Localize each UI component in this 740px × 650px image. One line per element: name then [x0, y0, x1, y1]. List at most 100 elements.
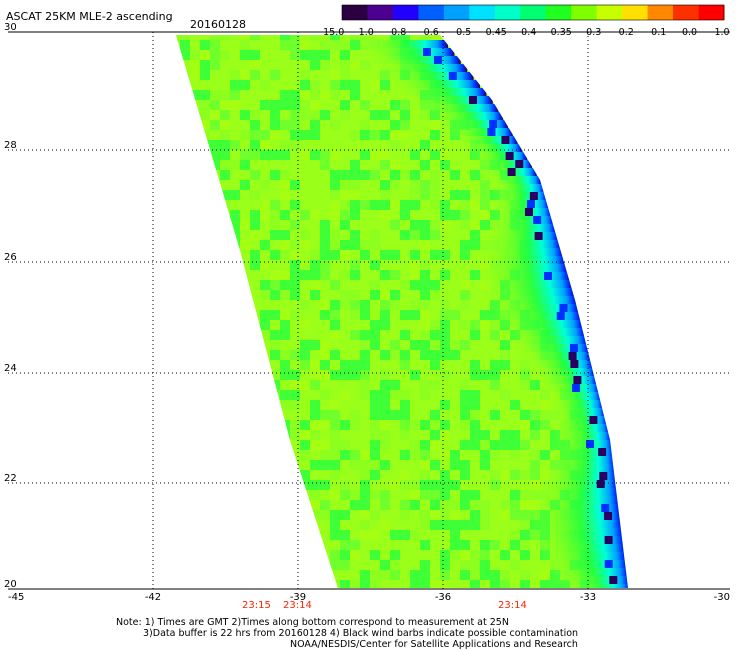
swath-cell — [400, 530, 410, 540]
swath-cell — [370, 250, 380, 260]
swath-cell — [520, 40, 530, 50]
swath-cell — [370, 170, 380, 180]
swath-cell — [460, 400, 470, 410]
swath-cell — [430, 390, 440, 400]
swath-cell — [230, 280, 240, 290]
swath-cell — [220, 440, 230, 450]
swath-cell — [310, 520, 320, 530]
swath-cell — [400, 470, 410, 480]
swath-cell — [410, 150, 420, 160]
swath-cell — [340, 490, 350, 500]
swath-cell — [400, 250, 410, 260]
swath-cell — [300, 380, 310, 390]
swath-cell — [390, 430, 400, 440]
swath-cell — [490, 570, 500, 580]
swath-cell — [590, 40, 600, 50]
swath-cell — [350, 480, 360, 490]
swath-cell — [350, 150, 360, 160]
swath-cell — [400, 420, 410, 430]
swath-cell — [510, 440, 520, 450]
swath-cell — [620, 80, 628, 90]
swath-cell — [440, 210, 450, 220]
edge-strip — [543, 560, 628, 568]
swath-cell — [560, 200, 570, 210]
swath-cell — [200, 80, 210, 90]
swath-cell — [420, 200, 430, 210]
swath-cell — [460, 270, 470, 280]
swath-cell — [330, 60, 340, 70]
swath-cell — [300, 340, 310, 350]
swath-cell — [240, 510, 250, 520]
swath-cell — [360, 390, 370, 400]
swath-cell — [460, 440, 470, 450]
swath-cell — [190, 280, 200, 290]
swath-cell — [250, 530, 260, 540]
edge-strip — [536, 480, 619, 488]
swath-cell — [176, 420, 180, 430]
swath-cell — [480, 470, 490, 480]
swath-cell — [270, 120, 280, 130]
swath-cell — [176, 210, 180, 220]
swath-cell — [270, 370, 280, 380]
swath-cell — [330, 460, 340, 470]
swath-cell — [230, 120, 240, 130]
swath-cell — [320, 320, 330, 330]
swath-cell — [430, 510, 440, 520]
swath-cell — [440, 220, 450, 230]
swath-cell — [300, 170, 310, 180]
swath-cell — [260, 290, 270, 300]
swath-cell — [570, 170, 580, 180]
swath-cell — [590, 200, 600, 210]
swath-cell — [370, 530, 380, 540]
swath-cell — [280, 490, 290, 500]
edge-strip — [426, 112, 504, 120]
swath-cell — [180, 310, 190, 320]
swath-cell — [270, 520, 280, 530]
swath-cell — [190, 90, 200, 100]
swath-cell — [470, 370, 480, 380]
swath-cell — [280, 190, 290, 200]
swath-cell — [290, 320, 300, 330]
swath-cell — [580, 170, 590, 180]
swath-cell — [460, 40, 470, 50]
swath-cell — [340, 360, 350, 370]
swath-cell — [320, 510, 330, 520]
swath-cell — [570, 140, 580, 150]
swath-cell — [630, 100, 640, 110]
swath-cell — [200, 290, 210, 300]
swath-cell — [320, 80, 330, 90]
swath-cell — [310, 560, 320, 570]
swath-cell — [470, 540, 480, 550]
swath-cell — [610, 210, 620, 220]
swath-cell — [420, 430, 430, 440]
swath-cell — [300, 35, 310, 40]
edge-strip — [534, 488, 620, 496]
swath-cell — [570, 40, 580, 50]
swath-cell — [460, 540, 470, 550]
swath-cell — [290, 370, 300, 380]
swath-cell — [560, 130, 570, 140]
swath-cell — [310, 210, 320, 220]
swath-cell — [250, 460, 260, 470]
swath-cell — [590, 90, 600, 100]
swath-cell — [460, 50, 470, 60]
swath-cell — [190, 230, 200, 240]
swath-cell — [620, 100, 628, 110]
swath-cell — [300, 480, 310, 490]
swath-cell — [630, 360, 640, 370]
swath-cell — [330, 470, 340, 480]
edge-strip — [479, 280, 574, 288]
swath-cell — [510, 480, 520, 490]
swath-cell — [400, 310, 410, 320]
swath-cell — [630, 240, 640, 250]
swath-cell — [480, 50, 490, 60]
swath-cell — [210, 490, 220, 500]
swath-cell — [260, 380, 270, 390]
swath-cell — [530, 570, 540, 580]
swath-cell — [310, 270, 320, 280]
swath-cell — [430, 200, 440, 210]
swath-cell — [350, 450, 360, 460]
swath-cell — [480, 180, 490, 190]
swath-cell — [330, 570, 340, 580]
swath-cell — [630, 440, 640, 450]
